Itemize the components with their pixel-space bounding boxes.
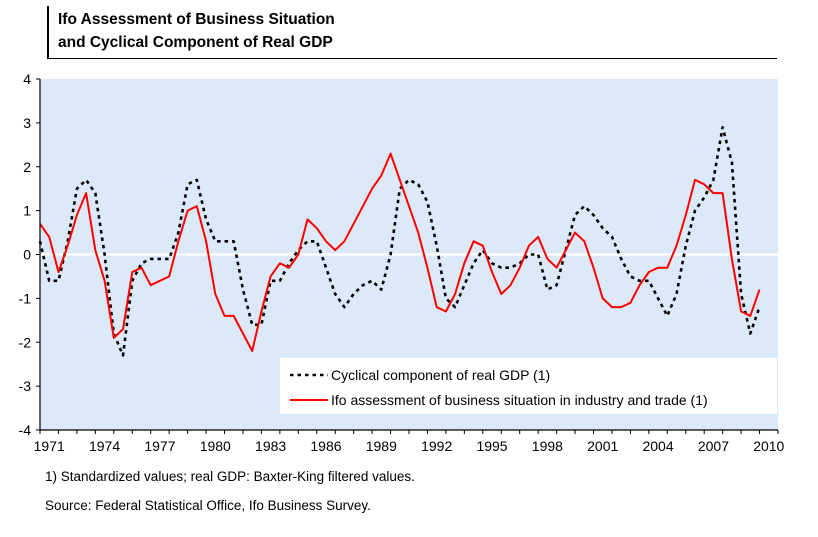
x-tick-label: 1998 (532, 438, 563, 454)
chart-title-line-2: and Cyclical Component of Real GDP (58, 34, 333, 51)
x-tick-label: 2001 (587, 438, 618, 454)
x-tick-label: 1977 (144, 438, 175, 454)
x-tick-label: 1980 (200, 438, 231, 454)
y-tick-label: 3 (23, 115, 31, 131)
x-tick-label: 1983 (255, 438, 286, 454)
y-tick-label: 0 (23, 247, 31, 263)
chart-source: Source: Federal Statistical Office, Ifo … (45, 498, 371, 513)
y-tick-label: -3 (19, 378, 32, 394)
legend-box (280, 358, 777, 414)
x-tick-label: 2004 (642, 438, 673, 454)
x-tick-label: 2007 (698, 438, 729, 454)
y-tick-label: 4 (23, 71, 31, 87)
series-layer (38, 126, 761, 357)
x-tick-label: 1986 (310, 438, 341, 454)
legend-label-gdp: Cyclical component of real GDP (1) (331, 367, 550, 383)
x-tick-label: 1989 (366, 438, 397, 454)
series-line-ifo (39, 152, 761, 352)
title-accent-bar (47, 6, 49, 58)
x-tick-label: 1974 (89, 438, 120, 454)
y-tick-label: -1 (19, 290, 32, 306)
x-axis-ticks: 1971 1974 1977 1980 1983 1986 1989 1992 1995 1998… (34, 430, 785, 454)
y-tick-label: 1 (23, 203, 31, 219)
y-tick-label: -2 (19, 334, 32, 350)
x-tick-label: 1971 (34, 438, 65, 454)
chart-footnote: 1) Standardized values; real GDP: Baxter… (45, 469, 415, 484)
y-tick-label: 2 (23, 159, 31, 175)
title-underline (47, 58, 777, 59)
y-tick-label: -4 (19, 422, 32, 438)
x-tick-label: 1995 (476, 438, 507, 454)
chart-title: Ifo Assessment of Business Situation and… (58, 8, 335, 54)
y-axis-ticks: 4 3 2 1 0 -1 -2 -3 -4 (19, 71, 40, 438)
legend: Cyclical component of real GDP (1) Ifo a… (280, 358, 777, 414)
x-tick-label: 1992 (421, 438, 452, 454)
legend-label-ifo: Ifo assessment of business situation in … (331, 392, 708, 408)
x-tick-label: 2010 (753, 438, 784, 454)
chart-title-line-1: Ifo Assessment of Business Situation (58, 11, 335, 28)
series-line-gdp (38, 126, 761, 357)
